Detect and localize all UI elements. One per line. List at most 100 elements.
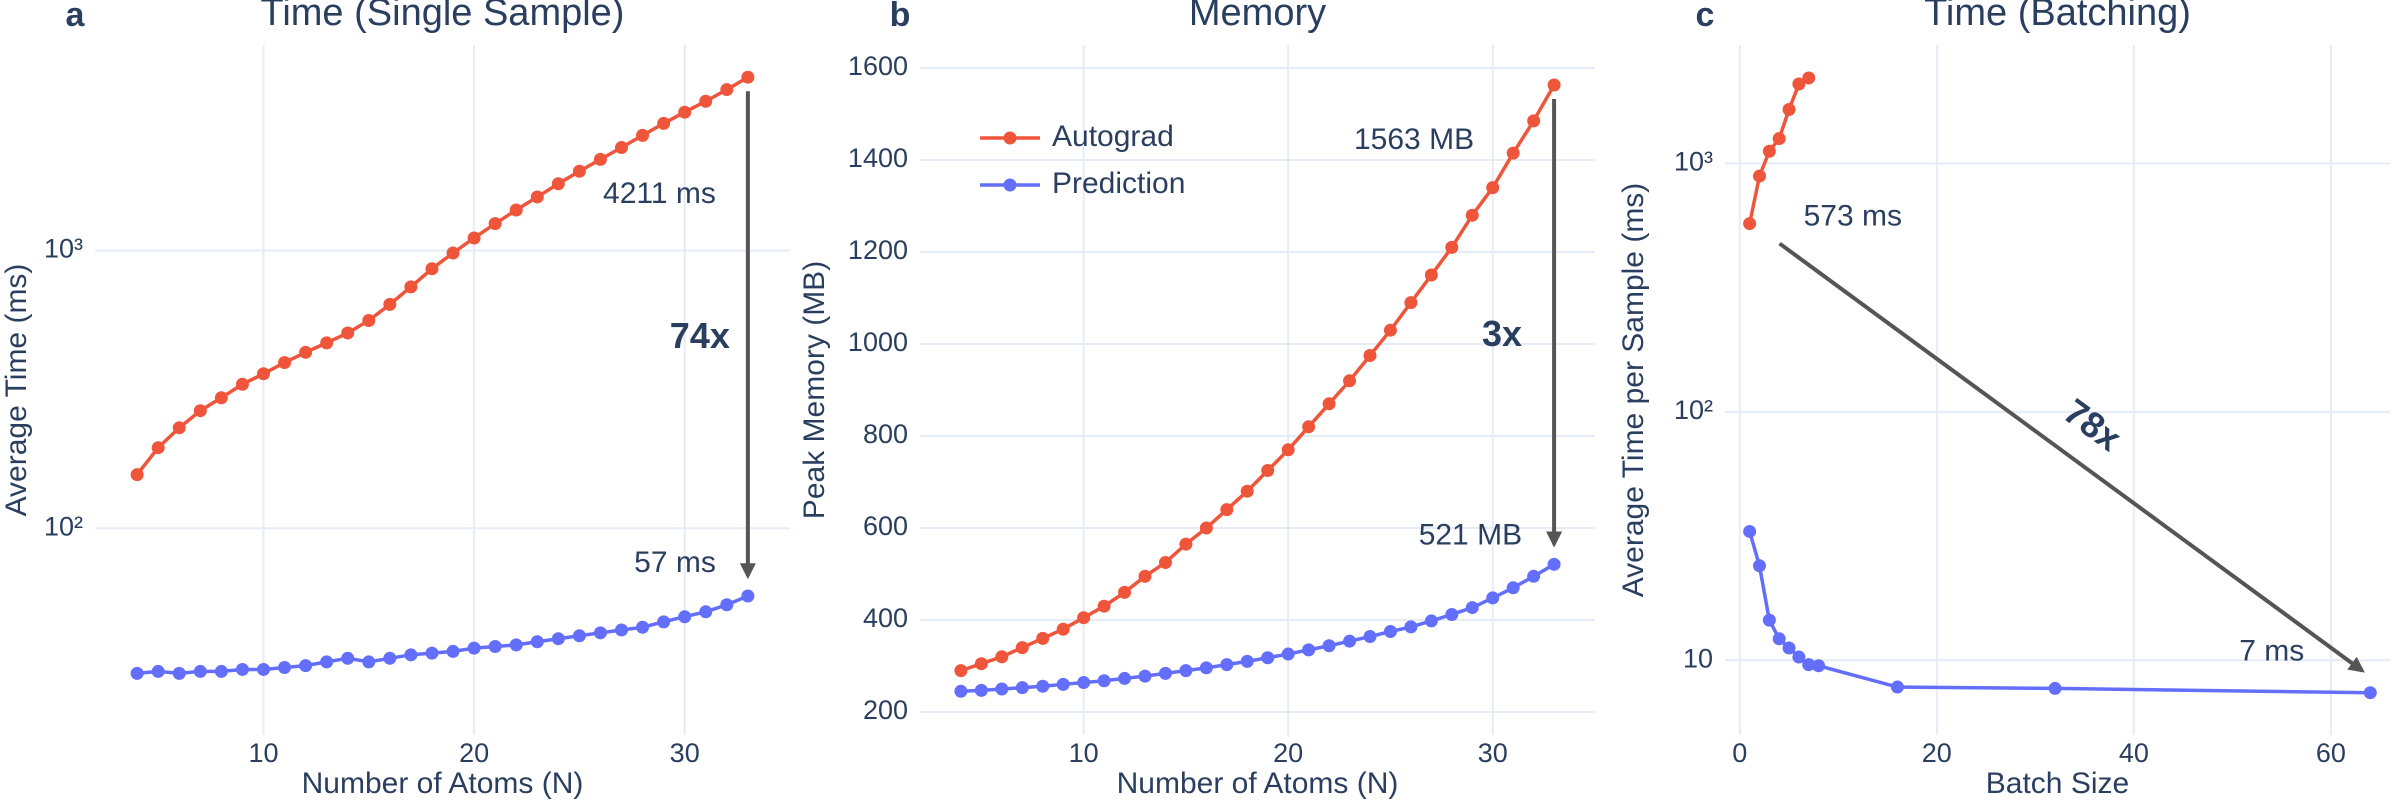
data-point [1792, 77, 1806, 91]
data-point [1383, 323, 1397, 337]
data-point [383, 651, 397, 665]
data-point [699, 94, 713, 108]
data-point [593, 626, 607, 640]
data-point [446, 246, 460, 260]
data-point [1782, 102, 1796, 116]
data-point [1812, 659, 1826, 673]
data-point [995, 650, 1009, 664]
series-line [960, 84, 1556, 673]
annotation: 3x [1482, 313, 1522, 354]
y-tick-label: 600 [863, 511, 908, 541]
annotation: 4211 ms [603, 177, 716, 210]
annotation: 521 MB [1419, 518, 1522, 551]
data-point [1015, 681, 1029, 695]
y-tick-label: 1600 [848, 51, 908, 81]
data-point [1322, 397, 1336, 411]
legend-marker [1003, 178, 1017, 192]
data-point [1363, 349, 1377, 362]
data-point [235, 377, 249, 391]
y-tick-label: 1400 [848, 143, 908, 173]
annotation: 74x [670, 315, 730, 356]
data-point [214, 391, 228, 405]
data-point [488, 217, 502, 231]
x-tick-label: 30 [1478, 738, 1508, 768]
data-point [299, 345, 313, 359]
data-point [1424, 614, 1438, 628]
data-point [1890, 680, 1904, 694]
data-point [572, 629, 586, 643]
x-tick-label: 10 [1069, 738, 1099, 768]
data-point [974, 657, 988, 671]
data-point [214, 664, 228, 678]
data-point [1465, 208, 1479, 222]
data-point [1445, 240, 1459, 254]
x-tick-label: 0 [1732, 738, 1747, 768]
data-point [1772, 632, 1786, 646]
data-point [1118, 585, 1132, 599]
chart-title: Time (Batching) [1924, 0, 2191, 34]
y-axis-title: Peak Memory (MB) [798, 261, 831, 519]
data-point [130, 666, 144, 680]
data-point [995, 682, 1009, 696]
data-point [1752, 169, 1766, 183]
data-point [572, 164, 586, 178]
data-point [1343, 634, 1357, 648]
data-point [636, 128, 650, 142]
data-point [1802, 71, 1816, 85]
data-point [320, 336, 334, 350]
data-point [1158, 556, 1172, 569]
data-point [1220, 658, 1234, 672]
data-point [954, 664, 968, 678]
data-point [404, 280, 418, 294]
x-tick-label: 20 [459, 738, 489, 768]
data-point [1199, 661, 1213, 675]
annotation: 573 ms [1804, 199, 1902, 232]
x-tick-label: 60 [2316, 738, 2346, 768]
data-point [1527, 114, 1541, 128]
legend-label: Autograd [1052, 120, 1174, 153]
y-tick-label: 400 [863, 603, 908, 633]
data-point [193, 404, 207, 418]
data-point [1547, 557, 1561, 571]
data-point [1465, 601, 1479, 615]
data-point [1486, 181, 1500, 195]
data-point [130, 468, 144, 482]
y-tick-label: 10² [1674, 395, 1713, 425]
x-tick-label: 10 [248, 738, 278, 768]
data-point [1486, 591, 1500, 605]
data-point [530, 190, 544, 204]
data-point [954, 684, 968, 698]
data-point [1547, 78, 1561, 92]
y-tick-label: 200 [863, 695, 908, 725]
data-point [467, 641, 481, 655]
data-point [720, 598, 734, 612]
series-line [960, 562, 1555, 694]
y-tick-label: 10³ [44, 234, 83, 264]
data-point [193, 664, 207, 678]
data-point [362, 313, 376, 327]
data-point [1138, 569, 1152, 583]
data-point [1743, 524, 1757, 538]
data-point [657, 116, 671, 130]
y-tick-label: 1000 [848, 327, 908, 357]
annotation: 78x [2056, 390, 2129, 459]
x-axis-title: Number of Atoms (N) [302, 767, 584, 800]
data-point [1302, 420, 1316, 434]
data-point [509, 638, 523, 652]
panel-label: b [890, 0, 911, 34]
data-point [1445, 607, 1459, 621]
data-point [1056, 622, 1070, 636]
data-point [1302, 643, 1316, 657]
data-point [1036, 679, 1050, 693]
data-point [1404, 296, 1418, 310]
data-point [1343, 374, 1357, 388]
x-tick-label: 40 [2119, 738, 2149, 768]
data-point [741, 589, 755, 603]
data-point [1240, 484, 1254, 498]
data-point [446, 644, 460, 658]
data-point [1077, 676, 1091, 690]
data-point [320, 655, 334, 669]
data-point [425, 646, 439, 660]
data-point [341, 651, 355, 665]
data-point [256, 662, 270, 676]
